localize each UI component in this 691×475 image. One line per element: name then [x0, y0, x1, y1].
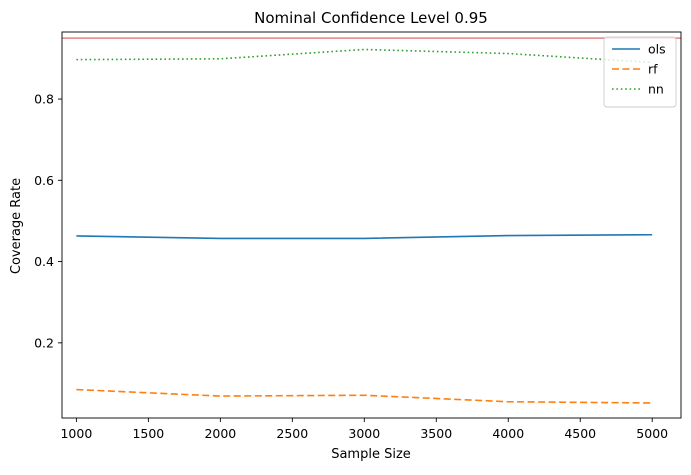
x-tick-label: 2500 [276, 426, 308, 441]
y-axis-label: Coverage Rate [9, 178, 24, 274]
x-axis-label: Sample Size [331, 447, 411, 462]
x-tick-label: 3500 [420, 426, 452, 441]
x-tick-label: 3000 [348, 426, 380, 441]
x-tick-label: 1500 [132, 426, 164, 441]
plot-area [62, 37, 681, 404]
x-tick-label: 1000 [60, 426, 92, 441]
chart-title: Nominal Confidence Level 0.95 [254, 9, 488, 27]
legend-label-nn: nn [648, 82, 664, 97]
axes: 1000 1500 2000 2500 3000 3500 4000 4500 5000 0.2 0… [34, 31, 682, 441]
y-tick-label: 0.2 [34, 335, 54, 350]
y-tick-label: 0.8 [34, 92, 54, 107]
x-tick-label: 4500 [564, 426, 596, 441]
x-tick-label: 5000 [636, 426, 668, 441]
axes-frame [61, 31, 682, 419]
x-tick-label: 2000 [204, 426, 236, 441]
y-tick-label: 0.4 [34, 254, 54, 269]
legend-label-ols: ols [648, 42, 666, 57]
legend-label-rf: rf [648, 62, 658, 77]
series-line-rf [76, 388, 653, 404]
x-tick-label: 4000 [492, 426, 524, 441]
series-line-nn [76, 48, 653, 64]
legend: ols rf nn [603, 36, 677, 108]
y-tick-label: 0.6 [34, 173, 54, 188]
series-line-ols [76, 233, 653, 240]
